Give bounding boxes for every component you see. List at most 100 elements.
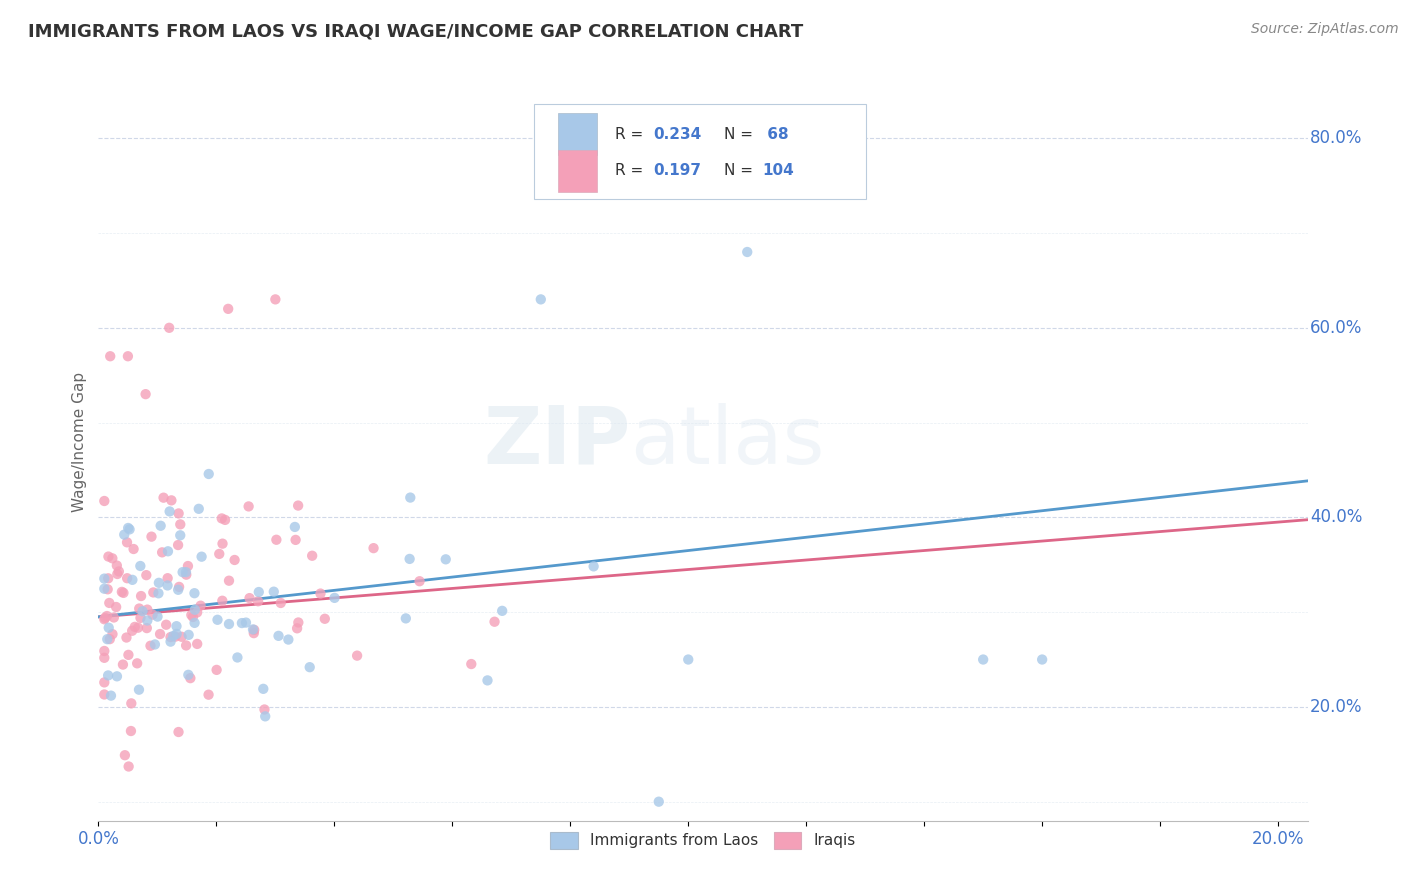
Point <box>117 648 139 662</box>
Point <box>129 589 152 603</box>
Text: 80.0%: 80.0% <box>1310 129 1362 147</box>
Point <box>242 623 264 637</box>
Point <box>157 321 180 335</box>
Point <box>238 591 260 606</box>
Text: R =: R = <box>614 163 648 178</box>
Point <box>98 349 121 363</box>
Point <box>101 551 124 566</box>
Point <box>197 467 219 481</box>
Point <box>238 500 260 514</box>
Point <box>97 582 120 597</box>
Point <box>174 567 197 582</box>
Point <box>105 600 128 615</box>
Point <box>149 518 172 533</box>
Point <box>115 535 138 549</box>
Point <box>100 689 122 703</box>
Point <box>97 549 120 564</box>
Point <box>167 580 190 594</box>
Point <box>93 582 115 596</box>
Point <box>121 624 143 638</box>
Point <box>112 586 135 600</box>
Point <box>287 615 309 630</box>
Point <box>301 549 323 563</box>
Point <box>155 617 177 632</box>
Point <box>93 644 115 658</box>
Point <box>120 697 142 711</box>
Point <box>93 572 115 586</box>
Point <box>108 565 131 579</box>
FancyBboxPatch shape <box>534 104 866 199</box>
Text: 20.0%: 20.0% <box>1310 698 1362 716</box>
Point <box>115 571 138 585</box>
Point <box>141 530 163 544</box>
Point <box>197 688 219 702</box>
Point <box>314 612 336 626</box>
Point <box>211 536 233 550</box>
Point <box>177 628 200 642</box>
Point <box>103 610 125 624</box>
Point <box>98 632 121 647</box>
Point <box>218 574 240 588</box>
Point <box>93 494 115 508</box>
Point <box>148 586 170 600</box>
Point <box>167 725 190 739</box>
Point <box>96 632 118 647</box>
Text: 104: 104 <box>762 163 794 178</box>
Point <box>165 630 187 644</box>
Point <box>243 623 266 637</box>
Point <box>122 541 145 556</box>
Point <box>285 621 308 635</box>
Point <box>97 668 120 682</box>
Point <box>105 669 128 683</box>
Point <box>118 522 141 536</box>
Point <box>117 349 139 363</box>
Text: N =: N = <box>724 127 758 142</box>
Point <box>98 596 121 610</box>
Point <box>243 626 266 640</box>
Point <box>162 629 184 643</box>
Point <box>150 545 173 559</box>
Point <box>231 616 253 631</box>
Point <box>127 621 149 635</box>
Point <box>266 533 288 547</box>
Legend: Immigrants from Laos, Iraqis: Immigrants from Laos, Iraqis <box>544 826 862 855</box>
Point <box>93 650 115 665</box>
Point <box>263 584 285 599</box>
Point <box>735 244 758 259</box>
Point <box>136 614 159 628</box>
Point <box>530 293 553 307</box>
Point <box>117 759 139 773</box>
Point <box>159 634 181 648</box>
Point <box>146 609 169 624</box>
Point <box>111 585 134 599</box>
Point <box>253 702 276 716</box>
Point <box>127 657 149 671</box>
Point <box>167 507 190 521</box>
Point <box>214 513 236 527</box>
Point <box>169 528 191 542</box>
Point <box>217 301 239 316</box>
Point <box>129 611 152 625</box>
Text: 40.0%: 40.0% <box>1310 508 1362 526</box>
Point <box>177 668 200 682</box>
Point <box>135 568 157 582</box>
Text: atlas: atlas <box>630 402 825 481</box>
Point <box>180 607 202 622</box>
Point <box>205 663 228 677</box>
Point <box>399 491 422 505</box>
Point <box>1031 652 1053 666</box>
Point <box>135 387 157 401</box>
Point <box>491 604 513 618</box>
Point <box>142 585 165 599</box>
Point <box>166 619 188 633</box>
Text: 68: 68 <box>762 127 789 142</box>
Point <box>121 573 143 587</box>
Point <box>159 504 181 518</box>
Point <box>184 603 207 617</box>
Point <box>129 559 152 574</box>
Point <box>101 627 124 641</box>
Point <box>208 547 231 561</box>
Point <box>181 610 204 624</box>
Text: R =: R = <box>614 127 648 142</box>
Point <box>398 552 420 566</box>
